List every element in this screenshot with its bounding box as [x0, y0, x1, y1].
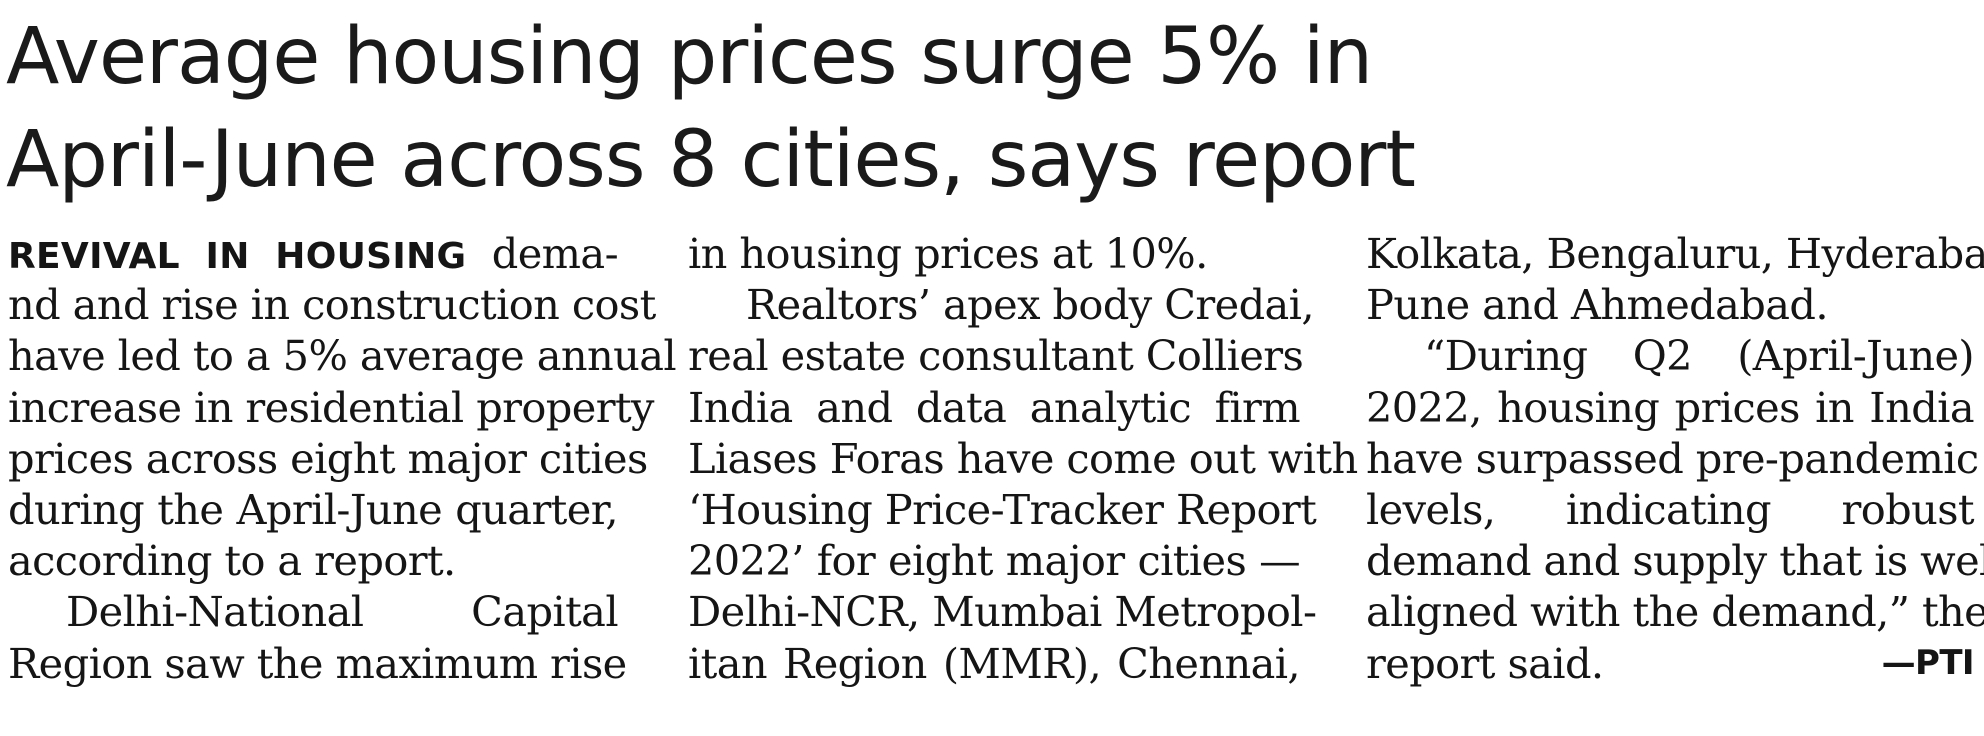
- headline-line-2: April-June across 8 cities, says report: [6, 115, 1416, 205]
- text-line: levels, indicating robust: [1366, 484, 1975, 534]
- text-line: 2022, housing prices in India: [1366, 382, 1975, 432]
- text-line: 2022’ for eight major cities —: [688, 536, 1301, 586]
- text-line: Kolkata, Bengaluru, Hyderabad,: [1366, 229, 1984, 278]
- text-line: REVIVAL IN HOUSING dema-: [8, 229, 619, 278]
- agency-credit: —PTI: [1881, 642, 1975, 683]
- text-line: ‘Housing Price-Tracker Report: [688, 484, 1317, 534]
- text-line: according to a report.: [8, 536, 456, 586]
- text-line: itan Region (MMR), Chennai,: [688, 638, 1301, 688]
- article-column-2: in housing prices at 10%. Realtors’ apex…: [688, 228, 1358, 689]
- text-line: “During Q2 (April-June): [1424, 331, 1975, 381]
- text-line: increase in residential property: [8, 382, 654, 432]
- text-line: report said. —PTI: [1366, 638, 1975, 688]
- text-line: Realtors’ apex body Credai,: [746, 280, 1315, 330]
- text-line: aligned with the demand,” the: [1366, 587, 1984, 637]
- text-line: have led to a 5% average annual: [8, 331, 677, 381]
- headline-line-1: Average housing prices surge 5% in: [6, 12, 1373, 102]
- text-line: in housing prices at 10%.: [688, 229, 1208, 278]
- text-line: Liases Foras have come out with: [688, 433, 1358, 483]
- article-column-3: Kolkata, Bengaluru, Hyderabad, Pune and …: [1366, 228, 1984, 689]
- text-line: demand and supply that is well-: [1366, 536, 1984, 586]
- text-line: have surpassed pre-pandemic: [1366, 433, 1979, 483]
- text-line: prices across eight major cities: [8, 433, 648, 483]
- text-line: during the April-June quarter,: [8, 484, 619, 534]
- text-line: Region saw the maximum rise: [8, 638, 627, 688]
- text-line: real estate consultant Colliers: [688, 331, 1304, 381]
- text-line: Delhi-NCR, Mumbai Metropol-: [688, 587, 1317, 637]
- text-line: Delhi-National Capital: [66, 587, 619, 637]
- text-line: Pune and Ahmedabad.: [1366, 280, 1829, 330]
- text-line: India and data analytic firm: [688, 382, 1301, 432]
- text-line: nd and rise in construction cost: [8, 280, 656, 330]
- article-column-1: REVIVAL IN HOUSING dema- nd and rise in …: [8, 228, 677, 689]
- kicker: REVIVAL IN HOUSING: [8, 236, 467, 277]
- headline: Average housing prices surge 5% in April…: [6, 6, 1966, 212]
